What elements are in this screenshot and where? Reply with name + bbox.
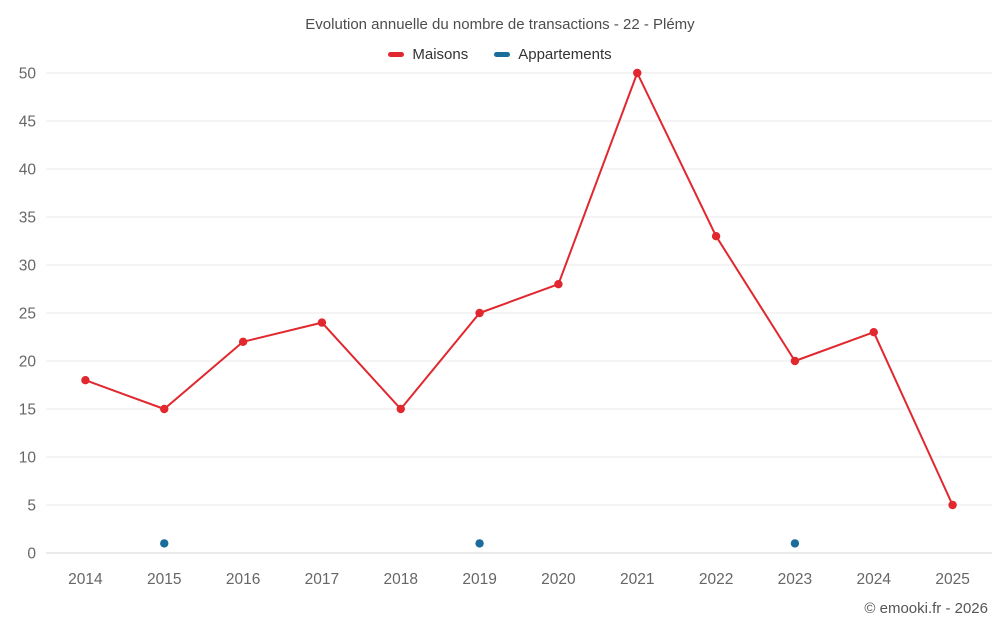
x-axis-label: 2020 (541, 571, 576, 588)
x-axis-label: 2018 (384, 571, 418, 588)
y-axis-label: 10 (19, 450, 37, 467)
x-axis-label: 2015 (147, 571, 181, 588)
maisons-point-2025 (948, 500, 957, 510)
maisons-point-2024 (869, 328, 878, 337)
legend-label-appartements: Appartements (518, 46, 612, 63)
maisons-point-2022 (711, 232, 721, 241)
maisons-point-2015 (160, 404, 169, 414)
legend-item-appartements[interactable]: Appartements (494, 46, 612, 63)
y-axis-label: 0 (27, 546, 36, 563)
legend-label-maisons: Maisons (412, 46, 469, 63)
x-axis-label: 2021 (620, 571, 654, 588)
maisons-point-2018 (396, 404, 405, 414)
x-axis-label: 2022 (699, 571, 733, 588)
y-axis-label: 5 (27, 498, 36, 515)
maisons-point-2017 (317, 318, 327, 327)
y-axis-label: 30 (19, 258, 37, 275)
maisons-line (84, 72, 954, 506)
maisons-legend-marker-icon (388, 52, 405, 57)
y-axis-label: 35 (19, 210, 36, 227)
y-axis-label: 40 (19, 162, 37, 179)
maisons-point-2019 (475, 308, 484, 318)
x-axis-label: 2023 (778, 571, 812, 588)
appartements-point-2015 (160, 539, 169, 548)
y-axis-label: 15 (19, 402, 36, 419)
x-axis-label: 2014 (68, 571, 103, 588)
y-axis-label: 20 (19, 354, 37, 371)
appartements-legend-marker-icon (494, 52, 511, 57)
legend: Maisons Appartements (0, 46, 1000, 63)
appartements-point-2023 (790, 539, 800, 548)
copyright-text: © emooki.fr - 2026 (864, 600, 988, 617)
y-axis-label: 50 (19, 66, 37, 83)
x-axis-label: 2019 (462, 571, 496, 588)
maisons-point-2016 (238, 337, 248, 346)
y-axis-label: 25 (19, 306, 36, 323)
legend-item-maisons[interactable]: Maisons (388, 46, 468, 63)
x-axis-label: 2016 (226, 571, 260, 588)
maisons-point-2014 (81, 376, 90, 385)
appartements-point-2019 (475, 539, 484, 548)
x-axis-label: 2017 (305, 571, 339, 588)
y-axis-label: 45 (19, 114, 36, 131)
maisons-point-2020 (554, 280, 563, 289)
x-axis-label: 2024 (857, 571, 892, 588)
maisons-point-2021 (633, 68, 642, 78)
x-axis-label: 2025 (935, 571, 969, 588)
chart-title: Evolution annuelle du nombre de transact… (305, 16, 695, 33)
maisons-point-2023 (790, 356, 800, 366)
